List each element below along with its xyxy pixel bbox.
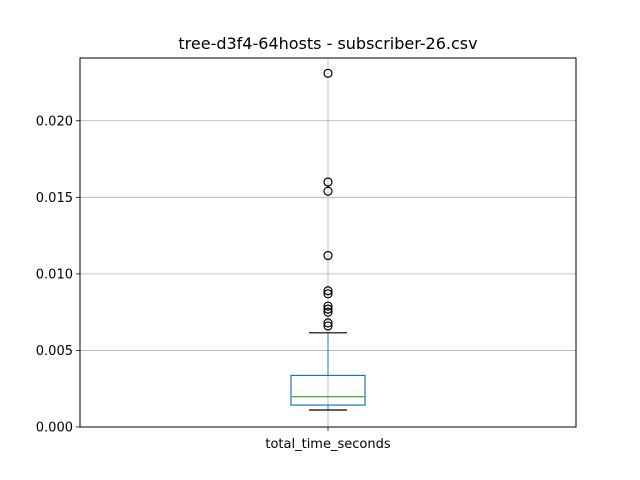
y-tick-label: 0.015 [36,191,73,206]
outlier-point [323,186,333,196]
x-tick-label: total_time_seconds [265,437,390,452]
outlier-point [323,301,333,311]
plot-frame [79,57,577,428]
y-axis: 0.000 0.005 0.010 0.015 0.020 [36,114,80,436]
x-axis: total_time_seconds [265,427,391,452]
iqr-box [290,374,366,406]
outlier-point [323,318,333,328]
outlier-point [323,304,333,314]
outlier-point [323,286,333,296]
outlier-point [323,289,333,299]
chart-title: tree-d3f4-64hosts - subscriber-26.csv [178,34,477,53]
y-tick-label: 0.010 [36,267,73,282]
y-tick-label: 0.005 [36,344,73,359]
outlier-point [323,68,333,78]
outlier-point [323,250,333,261]
y-tick-label: 0.020 [36,114,73,129]
outlier-point [323,177,333,187]
outlier-point [323,307,333,317]
y-tick-label: 0.000 [36,421,73,436]
boxes [290,68,366,411]
outlier-point [323,321,333,331]
